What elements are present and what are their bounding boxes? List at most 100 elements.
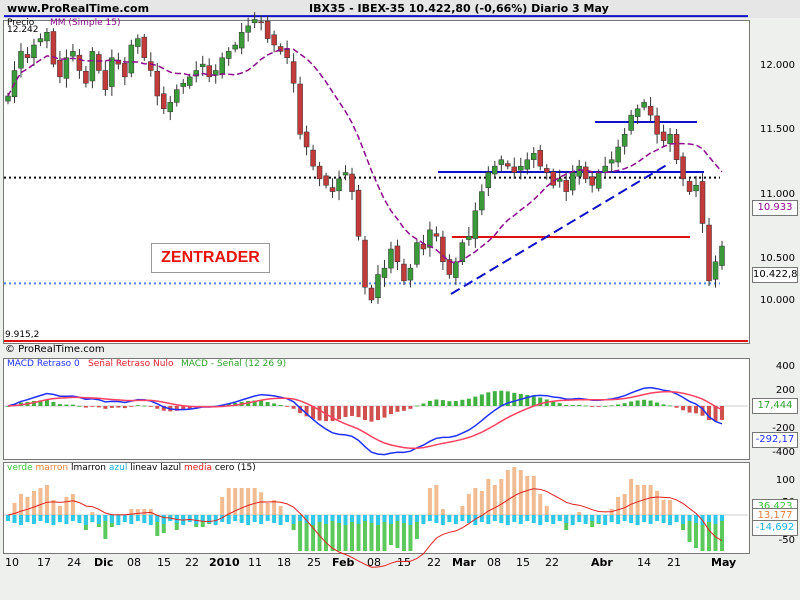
osc-blue-bar xyxy=(661,515,666,523)
candle-body xyxy=(446,259,453,275)
zentrader-watermark: ZENTRADER xyxy=(151,243,270,273)
osc-bar xyxy=(259,492,264,515)
osc-blue-bar xyxy=(226,515,231,524)
osc-blue-bar xyxy=(375,515,380,525)
candle-body xyxy=(433,233,440,237)
macd-histogram-bar xyxy=(142,405,147,407)
macd-histogram-bar xyxy=(64,404,69,406)
osc-blue-bar xyxy=(265,515,270,521)
osc-blue-bar xyxy=(317,515,322,522)
osc-tick: -50 xyxy=(778,535,795,546)
macd-histogram-bar xyxy=(265,401,270,406)
macd-histogram-bar xyxy=(96,406,101,408)
osc-blue-bar xyxy=(687,515,692,521)
macd-histogram-bar xyxy=(525,394,530,406)
osc-blue-bar xyxy=(116,515,121,525)
macd-histogram-bar xyxy=(635,400,640,406)
candle-body xyxy=(427,229,433,248)
candle-body xyxy=(420,243,427,250)
candle-body xyxy=(167,102,174,113)
x-tick: 08 xyxy=(127,556,141,569)
candle-body xyxy=(349,173,355,192)
osc-blue-bar xyxy=(57,515,62,522)
osc-bar xyxy=(317,515,322,551)
osc-blue-bar xyxy=(440,515,445,525)
candle-body xyxy=(122,63,128,78)
candle-body xyxy=(297,83,303,135)
osc-blue-bar xyxy=(103,515,108,521)
macd-histogram-bar xyxy=(272,403,277,406)
macd-histogram-bar xyxy=(350,406,355,416)
macd-histogram-bar xyxy=(720,406,724,420)
osc-blue-bar xyxy=(408,515,413,525)
osc-blue-bar xyxy=(278,515,283,525)
macd-histogram-bar xyxy=(447,401,452,406)
osc-blue-bar xyxy=(596,515,601,523)
osc-bar xyxy=(486,479,491,515)
macd-histogram-bar xyxy=(434,399,439,406)
osc-bar xyxy=(434,485,439,515)
macd-histogram-bar xyxy=(668,405,673,407)
osc-bar xyxy=(25,497,30,515)
candle-body xyxy=(414,242,420,265)
candle-body xyxy=(102,70,109,90)
macd-histogram-bar xyxy=(622,403,627,406)
macd-histogram-bar xyxy=(83,406,88,408)
macd-histogram-bar xyxy=(486,392,491,406)
osc-blue-bar xyxy=(343,515,348,525)
macd-value-tag: -292,17 xyxy=(752,432,798,448)
x-tick: Feb xyxy=(332,556,355,569)
osc-bar xyxy=(369,515,374,551)
candle-body xyxy=(336,178,342,192)
macd-histogram-bar xyxy=(713,406,718,422)
x-tick: 08 xyxy=(487,556,501,569)
x-tick: 14 xyxy=(637,556,651,569)
osc-blue-bar xyxy=(148,515,153,525)
osc-blue-bar xyxy=(382,515,387,522)
drawn-trendline xyxy=(450,162,671,295)
osc-blue-bar xyxy=(473,515,478,525)
osc-bar xyxy=(661,500,666,515)
x-tick: 21 xyxy=(667,556,681,569)
candle-body xyxy=(154,71,161,97)
osc-blue-bar xyxy=(142,515,147,523)
candle-body xyxy=(128,44,135,74)
macd-histogram-bar xyxy=(421,403,426,406)
candle-body xyxy=(238,32,245,49)
macd-histogram-bar xyxy=(570,405,575,406)
candle-body xyxy=(537,150,544,167)
site-name[interactable]: www.ProRealTime.com xyxy=(7,2,150,15)
legend-mm: MM (Simple 15) xyxy=(50,18,121,28)
x-tick: 24 xyxy=(67,556,81,569)
price-scale: 12.000 11.500 11.000 10.500 10.000 xyxy=(749,20,799,342)
osc-bar xyxy=(135,509,140,515)
candle-body xyxy=(407,267,414,281)
osc-blue-bar xyxy=(187,515,192,522)
osc-blue-bar xyxy=(194,515,199,524)
osc-legend-item: marron xyxy=(35,463,69,473)
macd-histogram-bar xyxy=(609,405,614,407)
osc-bar xyxy=(343,515,348,551)
candle-body xyxy=(680,156,686,180)
candle-body xyxy=(660,131,667,141)
hist-value-tag: 17,444 xyxy=(752,398,798,414)
osc-blue-bar xyxy=(427,515,432,521)
x-tick: Mar xyxy=(452,556,476,569)
macd-histogram-bar xyxy=(77,405,82,407)
osc-legend-item: lineav xyxy=(130,463,158,473)
osc-bar xyxy=(388,515,393,545)
macd-histogram-bar xyxy=(161,406,166,411)
osc-blue-bar xyxy=(505,515,510,525)
candle-body xyxy=(323,175,329,186)
candle-body xyxy=(5,95,11,102)
osc-bar xyxy=(272,500,277,515)
macd-histogram-bar xyxy=(51,401,56,406)
osc-bar xyxy=(382,515,387,551)
osc-bar xyxy=(233,488,238,515)
osc-blue-bar xyxy=(350,515,355,522)
macd-scale: 400 200 -200 -400 xyxy=(749,358,799,458)
macd-histogram-bar xyxy=(577,404,582,406)
mm15-line xyxy=(7,47,723,264)
osc-bar xyxy=(142,509,147,515)
osc-blue-bar xyxy=(414,515,419,522)
